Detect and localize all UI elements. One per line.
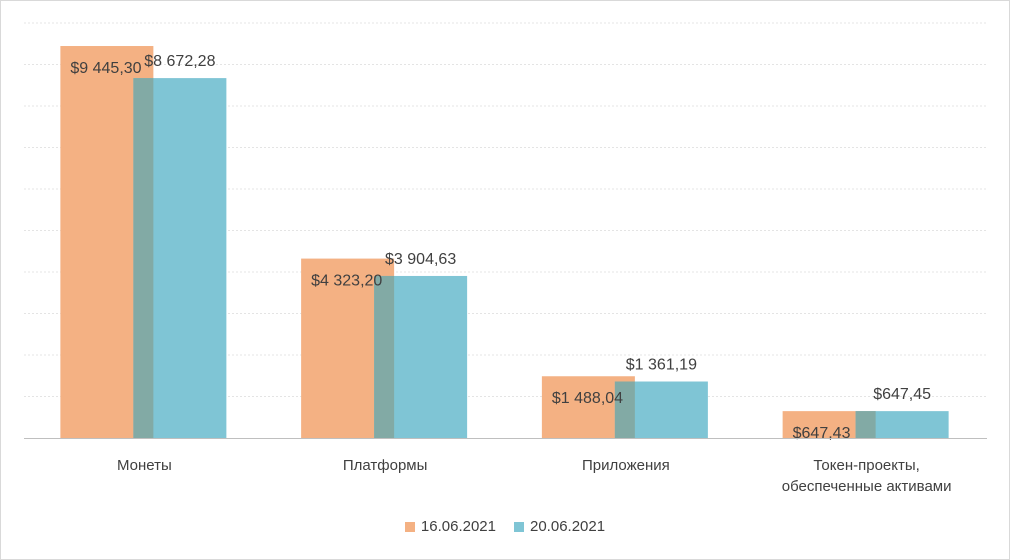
data-label-series-2: $1 361,19 xyxy=(626,357,697,374)
data-label-series-1: $647,43 xyxy=(793,425,851,442)
bar-chart: $9 445,30 $8 672,28 Монеты $4 323,20$3 904,… xyxy=(24,22,987,495)
data-label-series-1: $1 488,04 xyxy=(552,390,623,407)
category-label: обеспеченные активами xyxy=(782,478,952,495)
legend-label-series-1: 16.06.2021 xyxy=(420,518,496,535)
legend-swatch-series-1 xyxy=(404,521,415,532)
bar-overlap xyxy=(374,275,395,438)
legend-item-series-1: 16.06.2021 xyxy=(404,518,496,535)
legend: 16.06.2021 20.06.2021 xyxy=(0,518,1010,535)
legend-swatch-series-2 xyxy=(514,521,524,532)
category-label: Приложения xyxy=(582,457,670,474)
data-label-series-2: $8 672,28 xyxy=(144,53,215,70)
category-label: Токен-проекты, xyxy=(813,457,919,474)
bar-overlap xyxy=(614,381,635,438)
category-label: Монеты xyxy=(117,457,172,474)
data-label-series-1: $9 445,30 xyxy=(70,60,141,77)
bar-overlap xyxy=(133,78,154,439)
data-label-series-2: $3 904,63 xyxy=(385,251,456,268)
bar-overlap xyxy=(855,411,876,438)
data-label-series-2: $647,45 xyxy=(873,386,931,403)
legend-label-series-2: 20.06.2021 xyxy=(530,518,606,535)
legend-item-series-2: 20.06.2021 xyxy=(514,518,605,535)
data-label-series-1: $4 323,20 xyxy=(311,273,382,290)
category-label: Платформы xyxy=(343,457,428,474)
